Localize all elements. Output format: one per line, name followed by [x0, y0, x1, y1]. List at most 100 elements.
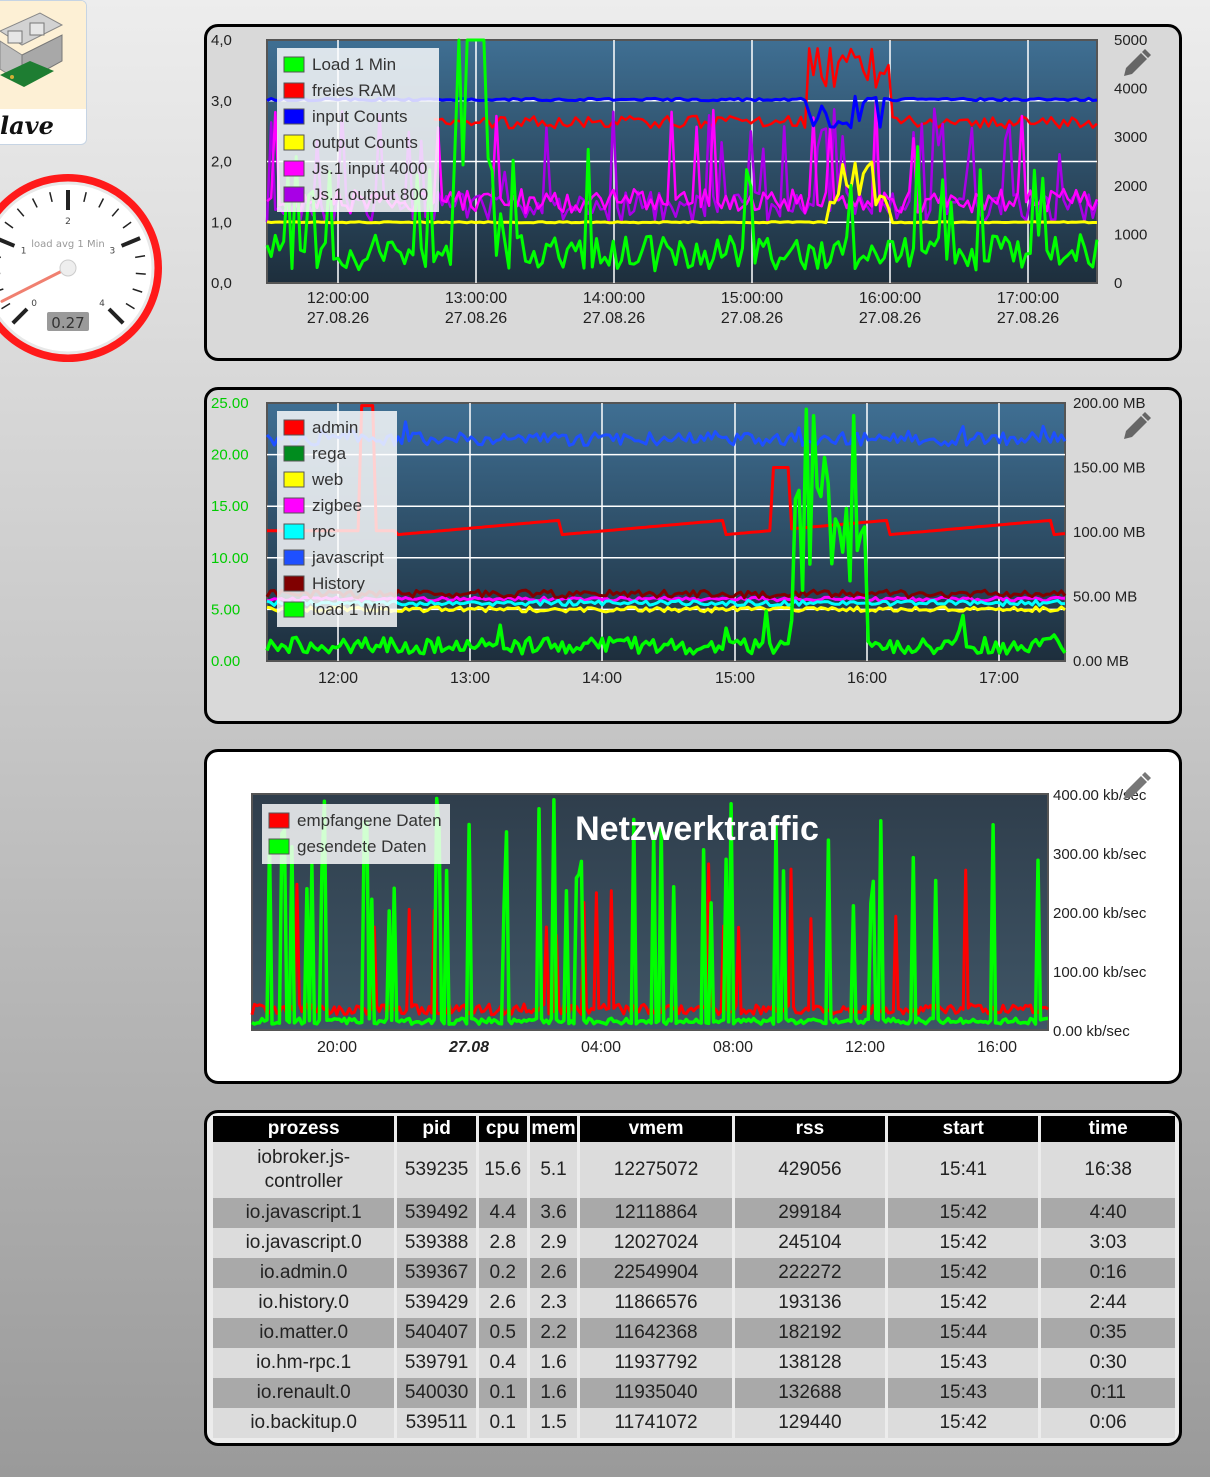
series-output-counts [266, 160, 1097, 225]
process-cpu: 0.1 [478, 1378, 527, 1408]
chart-legend: Load 1 Min freies RAM input Counts output C… [277, 48, 439, 212]
table-row: io.javascript.0 539388 2.8 2.9 12027024 … [213, 1228, 1175, 1258]
legend-swatch [283, 82, 305, 99]
legend-label: load 1 Min [312, 600, 390, 619]
pencil-icon[interactable] [1119, 770, 1153, 804]
column-header[interactable]: time [1041, 1116, 1175, 1142]
process-time: 4:40 [1041, 1198, 1175, 1228]
process-vmem: 22549904 [580, 1258, 732, 1288]
series-load-1-min [265, 38, 1099, 273]
legend-swatch [283, 56, 305, 73]
process-pid: 539492 [397, 1198, 476, 1228]
adapter-memory-chart: admin rega web zigbee rpc javascript History lo… [211, 395, 1146, 687]
process-name: io.renault.0 [213, 1378, 395, 1408]
process-name: iobroker.js-controller [213, 1142, 395, 1198]
y-right-tick: 400.00 kb/sec [1053, 787, 1147, 804]
pencil-icon[interactable] [1119, 410, 1153, 444]
table-row: io.admin.0 539367 0.2 2.6 22549904 22227… [213, 1258, 1175, 1288]
process-vmem: 11937792 [580, 1348, 732, 1378]
y-right-tick: 100.00 MB [1073, 524, 1146, 541]
process-time: 3:03 [1041, 1228, 1175, 1258]
process-pid: 540030 [397, 1378, 476, 1408]
gauge-minor-tick [135, 255, 146, 259]
y-right-tick: 2000 [1114, 178, 1147, 195]
process-start: 15:44 [888, 1318, 1039, 1348]
process-time: 0:30 [1041, 1348, 1175, 1378]
x-tick-date: 27.08.26 [307, 310, 369, 327]
table-row: io.javascript.1 539492 4.4 3.6 12118864 … [213, 1198, 1175, 1228]
legend-swatch [283, 471, 305, 488]
process-mem: 2.9 [529, 1228, 578, 1258]
x-tick: 16:00 [977, 1039, 1017, 1056]
gauge-minor-tick [135, 272, 146, 275]
legend-label: Js.1 output 800 [312, 185, 428, 204]
process-name: io.backitup.0 [213, 1408, 395, 1438]
x-tick-time: 17:00:00 [997, 290, 1059, 307]
gauge-needle [0, 266, 70, 303]
table-header-row: prozess pid cpu mem vmem rss start time [213, 1116, 1175, 1142]
series-web [266, 605, 1066, 614]
legend-label: admin [312, 418, 358, 437]
process-name: io.javascript.1 [213, 1198, 395, 1228]
column-header[interactable]: cpu [478, 1116, 527, 1142]
column-header[interactable]: vmem [580, 1116, 732, 1142]
process-rss: 182192 [734, 1318, 886, 1348]
network-traffic-chart-panel: empfangene Daten gesendete Daten Netzwerkt… [204, 749, 1182, 1084]
process-time: 0:35 [1041, 1318, 1175, 1348]
x-tick-date: 27.08.26 [721, 310, 783, 327]
table-row: io.matter.0 540407 0.5 2.2 11642368 1821… [213, 1318, 1175, 1348]
y-left-tick: 15.00 [211, 498, 249, 515]
system-load-chart: Load 1 Min freies RAM input Counts output C… [211, 32, 1147, 327]
gauge-major-tick [0, 237, 16, 248]
column-header[interactable]: rss [734, 1116, 886, 1142]
column-header[interactable]: pid [397, 1116, 476, 1142]
legend-label: freies RAM [312, 81, 396, 100]
y-left-tick: 0.00 [211, 653, 240, 670]
process-vmem: 11642368 [580, 1318, 732, 1348]
x-tick: 04:00 [581, 1039, 621, 1056]
legend-swatch [283, 186, 305, 203]
process-mem: 1.6 [529, 1378, 578, 1408]
process-pid: 539367 [397, 1258, 476, 1288]
process-pid: 539511 [397, 1408, 476, 1438]
legend-label: output Counts [312, 133, 418, 152]
process-time: 16:38 [1041, 1142, 1175, 1198]
process-name: io.history.0 [213, 1288, 395, 1318]
process-mem: 5.1 [529, 1142, 578, 1198]
process-mem: 2.3 [529, 1288, 578, 1318]
gauge-minor-tick [16, 208, 25, 217]
process-mem: 1.5 [529, 1408, 578, 1438]
x-tick: 14:00 [582, 670, 622, 687]
x-tick: 12:00 [845, 1039, 885, 1056]
x-tick-time: 15:00:00 [721, 290, 783, 307]
process-name: io.javascript.0 [213, 1228, 395, 1258]
series-rpc [266, 598, 1065, 607]
y-right-tick: 1000 [1114, 226, 1147, 243]
x-tick: 17:00 [979, 670, 1019, 687]
x-tick-time: 13:00:00 [445, 290, 507, 307]
y-right-tick: 5000 [1114, 32, 1147, 49]
table-row: io.backitup.0 539511 0.1 1.5 11741072 12… [213, 1408, 1175, 1438]
x-tick-date: 27.08.26 [445, 310, 507, 327]
process-vmem: 11741072 [580, 1408, 732, 1438]
column-header[interactable]: prozess [213, 1116, 395, 1142]
gauge-major-tick [120, 236, 141, 248]
legend-label: History [312, 574, 365, 593]
gauge-minor-tick [111, 208, 120, 217]
process-start: 15:43 [888, 1348, 1039, 1378]
process-mem: 3.6 [529, 1198, 578, 1228]
y-right-tick: 3000 [1114, 129, 1147, 146]
column-header[interactable]: mem [529, 1116, 578, 1142]
pencil-icon[interactable] [1119, 47, 1153, 81]
gauge-minor-tick [0, 288, 4, 291]
process-cpu: 2.8 [478, 1228, 527, 1258]
column-header[interactable]: start [888, 1116, 1039, 1142]
legend-swatch [283, 575, 305, 592]
x-tick-date: 27.08.26 [859, 310, 921, 327]
device-tile[interactable]: lave [0, 0, 87, 145]
process-rss: 245104 [734, 1228, 886, 1258]
process-start: 15:42 [888, 1228, 1039, 1258]
legend-swatch [283, 601, 305, 618]
process-start: 15:43 [888, 1378, 1039, 1408]
series-admin [267, 404, 1066, 537]
